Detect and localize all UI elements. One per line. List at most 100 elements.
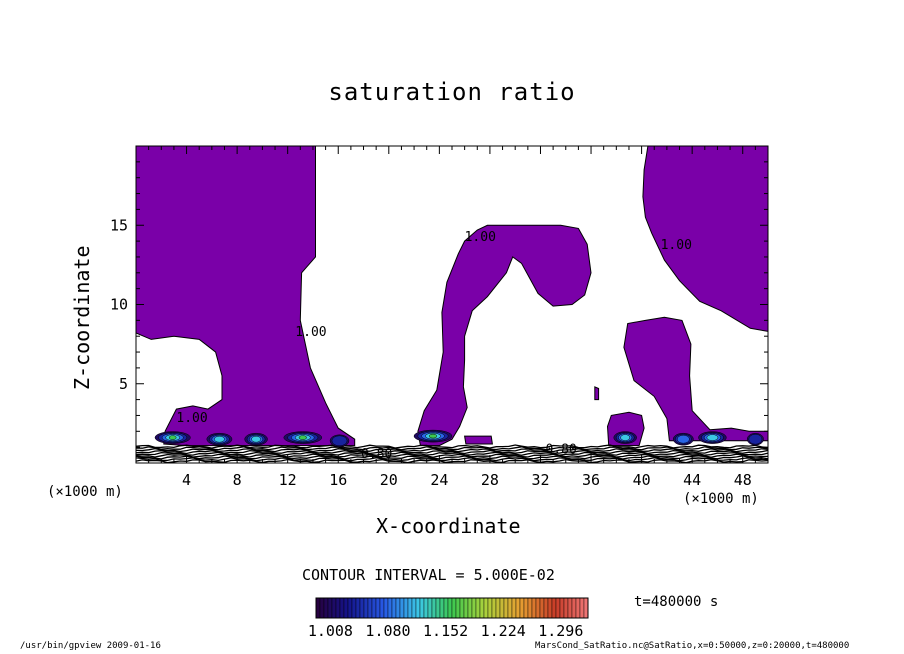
colorbar-segment bbox=[499, 597, 505, 619]
x-tick-label: 24 bbox=[430, 471, 448, 489]
colorbar-tick-label: 1.080 bbox=[365, 622, 410, 640]
colorbar-segment bbox=[459, 597, 465, 619]
colorbar-segment bbox=[391, 597, 397, 619]
supersaturated-patches bbox=[154, 429, 764, 448]
y-tick-label: 15 bbox=[110, 216, 128, 234]
colorbar-segment bbox=[423, 597, 429, 619]
colorbar-segment bbox=[475, 597, 481, 619]
colorbar-segment bbox=[579, 597, 585, 619]
colorbar-segment bbox=[507, 597, 513, 619]
colorbar-segment bbox=[571, 597, 577, 619]
supersaturated-patch bbox=[251, 435, 261, 443]
saturated-region-blob-36 bbox=[594, 386, 600, 401]
colorbar-segment bbox=[519, 597, 525, 619]
colorbar-segment bbox=[495, 597, 501, 619]
supersaturated-patch bbox=[298, 435, 307, 440]
saturated-region-right-lower bbox=[623, 316, 768, 442]
colorbar-segment bbox=[567, 597, 573, 619]
colorbar-segment bbox=[387, 597, 393, 619]
colorbar-segment bbox=[371, 597, 377, 619]
colorbar-tick-label: 1.008 bbox=[308, 622, 353, 640]
supersaturated-patch bbox=[620, 434, 631, 441]
chart-title: saturation ratio bbox=[328, 78, 576, 106]
x-tick-label: 8 bbox=[233, 471, 242, 489]
x-axis-ticks: 4 8 12 16 20 24 28 32 36 40 44 48 bbox=[148, 146, 756, 489]
x-tick-label: 28 bbox=[481, 471, 499, 489]
colorbar-segment bbox=[455, 597, 461, 619]
colorbar-segment bbox=[403, 597, 409, 619]
colorbar-tick-label: 1.152 bbox=[423, 622, 468, 640]
colorbar-segment bbox=[463, 597, 469, 619]
colorbar-segment bbox=[367, 597, 373, 619]
x-tick-label: 48 bbox=[734, 471, 752, 489]
colorbar-segment bbox=[347, 597, 353, 619]
colorbar-segment bbox=[411, 597, 417, 619]
colorbar-segment bbox=[415, 597, 421, 619]
ground-contour-line bbox=[136, 449, 768, 455]
footer-program-date: /usr/bin/gpview 2009-01-16 bbox=[20, 641, 161, 651]
x-unit-label-right: (×1000 m) bbox=[683, 491, 759, 507]
colorbar-segment bbox=[383, 597, 389, 619]
contour-label: 0.80 bbox=[361, 447, 392, 462]
colorbar-segment bbox=[419, 597, 425, 619]
colorbar-segment bbox=[363, 597, 369, 619]
colorbar-segment bbox=[503, 597, 509, 619]
supersaturated-patch bbox=[706, 434, 719, 441]
colorbar-segment bbox=[467, 597, 473, 619]
colorbar-segment bbox=[359, 597, 365, 619]
colorbar-segment bbox=[351, 597, 357, 619]
contour-interval-label: CONTOUR INTERVAL = 5.000E-02 bbox=[302, 566, 555, 584]
contour-label: 1.00 bbox=[465, 230, 496, 245]
colorbar-segment bbox=[547, 597, 553, 619]
colorbar-segment bbox=[511, 597, 517, 619]
supersaturated-patch bbox=[748, 433, 763, 445]
saturated-region-right-column bbox=[642, 146, 768, 332]
x-tick-label: 40 bbox=[633, 471, 651, 489]
y-tick-label: 10 bbox=[110, 296, 128, 314]
colorbar-tick-label: 1.224 bbox=[481, 622, 526, 640]
contour-label: 1.00 bbox=[661, 238, 692, 253]
x-unit-label-left: (×1000 m) bbox=[47, 484, 123, 500]
colorbar-segment bbox=[479, 597, 485, 619]
x-tick-label: 44 bbox=[683, 471, 701, 489]
colorbar-segment bbox=[379, 597, 385, 619]
colorbar: 1.008 1.080 1.152 1.224 1.296 bbox=[308, 597, 589, 640]
colorbar-segment bbox=[443, 597, 449, 619]
colorbar-segment bbox=[555, 597, 561, 619]
time-label: t=480000 s bbox=[634, 594, 719, 610]
saturated-region-left-column bbox=[136, 146, 356, 447]
colorbar-segment bbox=[331, 597, 337, 619]
contour-label: 0.80 bbox=[546, 443, 577, 458]
colorbar-segment bbox=[335, 597, 341, 619]
x-tick-label: 32 bbox=[531, 471, 549, 489]
y-axis-ticks: 5 10 15 bbox=[110, 161, 768, 448]
colorbar-segment bbox=[323, 597, 329, 619]
footer-data-source: MarsCond_SatRatio.nc@SatRatio,x=0:50000,… bbox=[535, 641, 850, 651]
colorbar-segment bbox=[491, 597, 497, 619]
contour-label: 1.00 bbox=[295, 325, 326, 340]
colorbar-segment bbox=[487, 597, 493, 619]
colorbar-segment bbox=[339, 597, 345, 619]
ground-contour-line bbox=[136, 446, 768, 451]
x-tick-label: 16 bbox=[329, 471, 347, 489]
colorbar-segment bbox=[447, 597, 453, 619]
colorbar-segment bbox=[427, 597, 433, 619]
colorbar-segment bbox=[583, 597, 589, 619]
colorbar-segment bbox=[535, 597, 541, 619]
ground-contour-line bbox=[136, 451, 768, 456]
colorbar-segment bbox=[375, 597, 381, 619]
x-tick-label: 36 bbox=[582, 471, 600, 489]
ground-contour-line bbox=[136, 447, 768, 453]
colorbar-segment bbox=[395, 597, 401, 619]
colorbar-segment bbox=[407, 597, 413, 619]
colorbar-segment bbox=[439, 597, 445, 619]
colorbar-segment bbox=[343, 597, 349, 619]
ground-contour-line bbox=[136, 455, 768, 460]
saturated-region-patch-26 bbox=[464, 435, 493, 445]
colorbar-segment bbox=[551, 597, 557, 619]
supersaturated-patch bbox=[428, 433, 438, 439]
x-tick-label: 20 bbox=[380, 471, 398, 489]
y-axis-label: Z-coordinate bbox=[70, 245, 94, 391]
x-tick-label: 12 bbox=[279, 471, 297, 489]
colorbar-segment bbox=[563, 597, 569, 619]
